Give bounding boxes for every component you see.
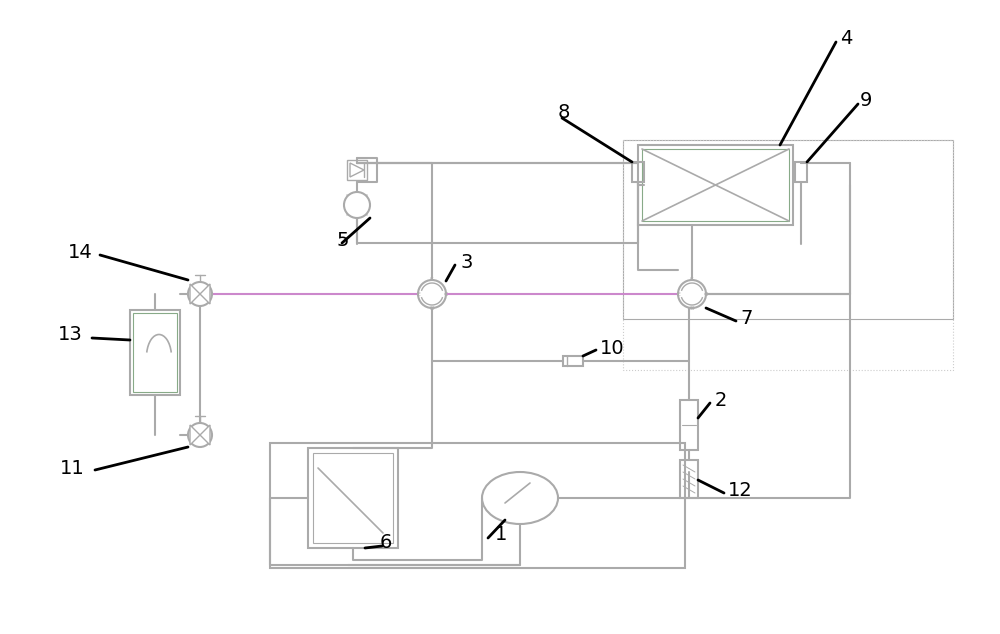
Text: 9: 9 bbox=[860, 91, 872, 110]
Text: C: C bbox=[704, 292, 708, 297]
Text: S: S bbox=[430, 277, 434, 282]
Circle shape bbox=[188, 282, 212, 306]
Text: 14: 14 bbox=[68, 242, 93, 261]
Text: D: D bbox=[430, 306, 434, 311]
Bar bbox=[623, 140, 953, 319]
Circle shape bbox=[678, 280, 706, 308]
Text: E: E bbox=[416, 292, 420, 297]
Text: 13: 13 bbox=[58, 325, 83, 344]
Bar bbox=[563, 356, 583, 366]
Bar bbox=[270, 443, 685, 568]
Text: 4: 4 bbox=[840, 29, 852, 48]
Bar bbox=[642, 149, 789, 221]
Text: 6: 6 bbox=[380, 533, 392, 552]
Text: E: E bbox=[676, 292, 680, 297]
Bar bbox=[623, 140, 953, 370]
Polygon shape bbox=[190, 425, 210, 445]
Text: C: C bbox=[444, 292, 448, 297]
Text: 12: 12 bbox=[728, 481, 753, 500]
Text: 2: 2 bbox=[715, 391, 727, 410]
Text: 11: 11 bbox=[60, 458, 85, 477]
Text: 3: 3 bbox=[460, 252, 472, 271]
Bar bbox=[308, 448, 398, 548]
Circle shape bbox=[188, 423, 212, 447]
Text: S: S bbox=[690, 277, 694, 282]
Text: 5: 5 bbox=[337, 231, 350, 250]
Bar bbox=[680, 400, 698, 450]
Bar bbox=[795, 162, 807, 182]
Bar bbox=[680, 460, 698, 498]
Circle shape bbox=[418, 280, 446, 308]
Bar bbox=[130, 310, 180, 395]
Text: 8: 8 bbox=[558, 103, 570, 122]
Polygon shape bbox=[190, 284, 210, 304]
Text: 7: 7 bbox=[740, 309, 752, 328]
Text: 1: 1 bbox=[495, 526, 507, 545]
Text: D: D bbox=[690, 306, 694, 311]
Polygon shape bbox=[350, 163, 364, 177]
Bar bbox=[133, 313, 177, 392]
Bar bbox=[347, 160, 367, 180]
Ellipse shape bbox=[482, 472, 558, 524]
Bar bbox=[313, 453, 393, 543]
Bar bbox=[632, 162, 644, 182]
Circle shape bbox=[344, 192, 370, 218]
Text: 10: 10 bbox=[600, 339, 625, 358]
Bar bbox=[638, 145, 793, 225]
